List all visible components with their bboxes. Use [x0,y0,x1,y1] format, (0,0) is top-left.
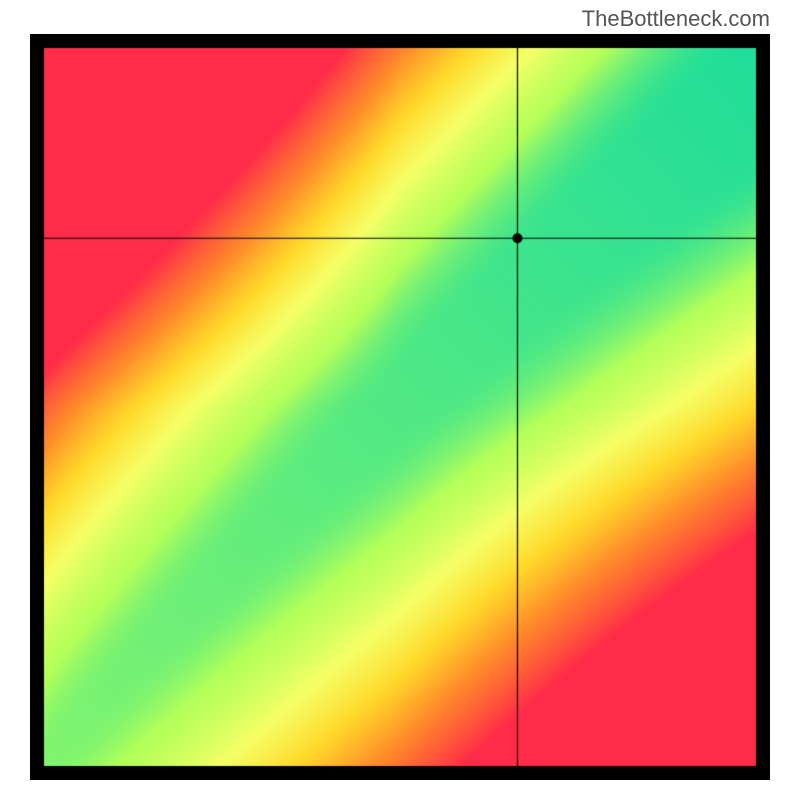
bottleneck-heatmap [30,34,770,780]
heatmap-canvas [30,34,770,780]
watermark-text: TheBottleneck.com [582,6,770,32]
